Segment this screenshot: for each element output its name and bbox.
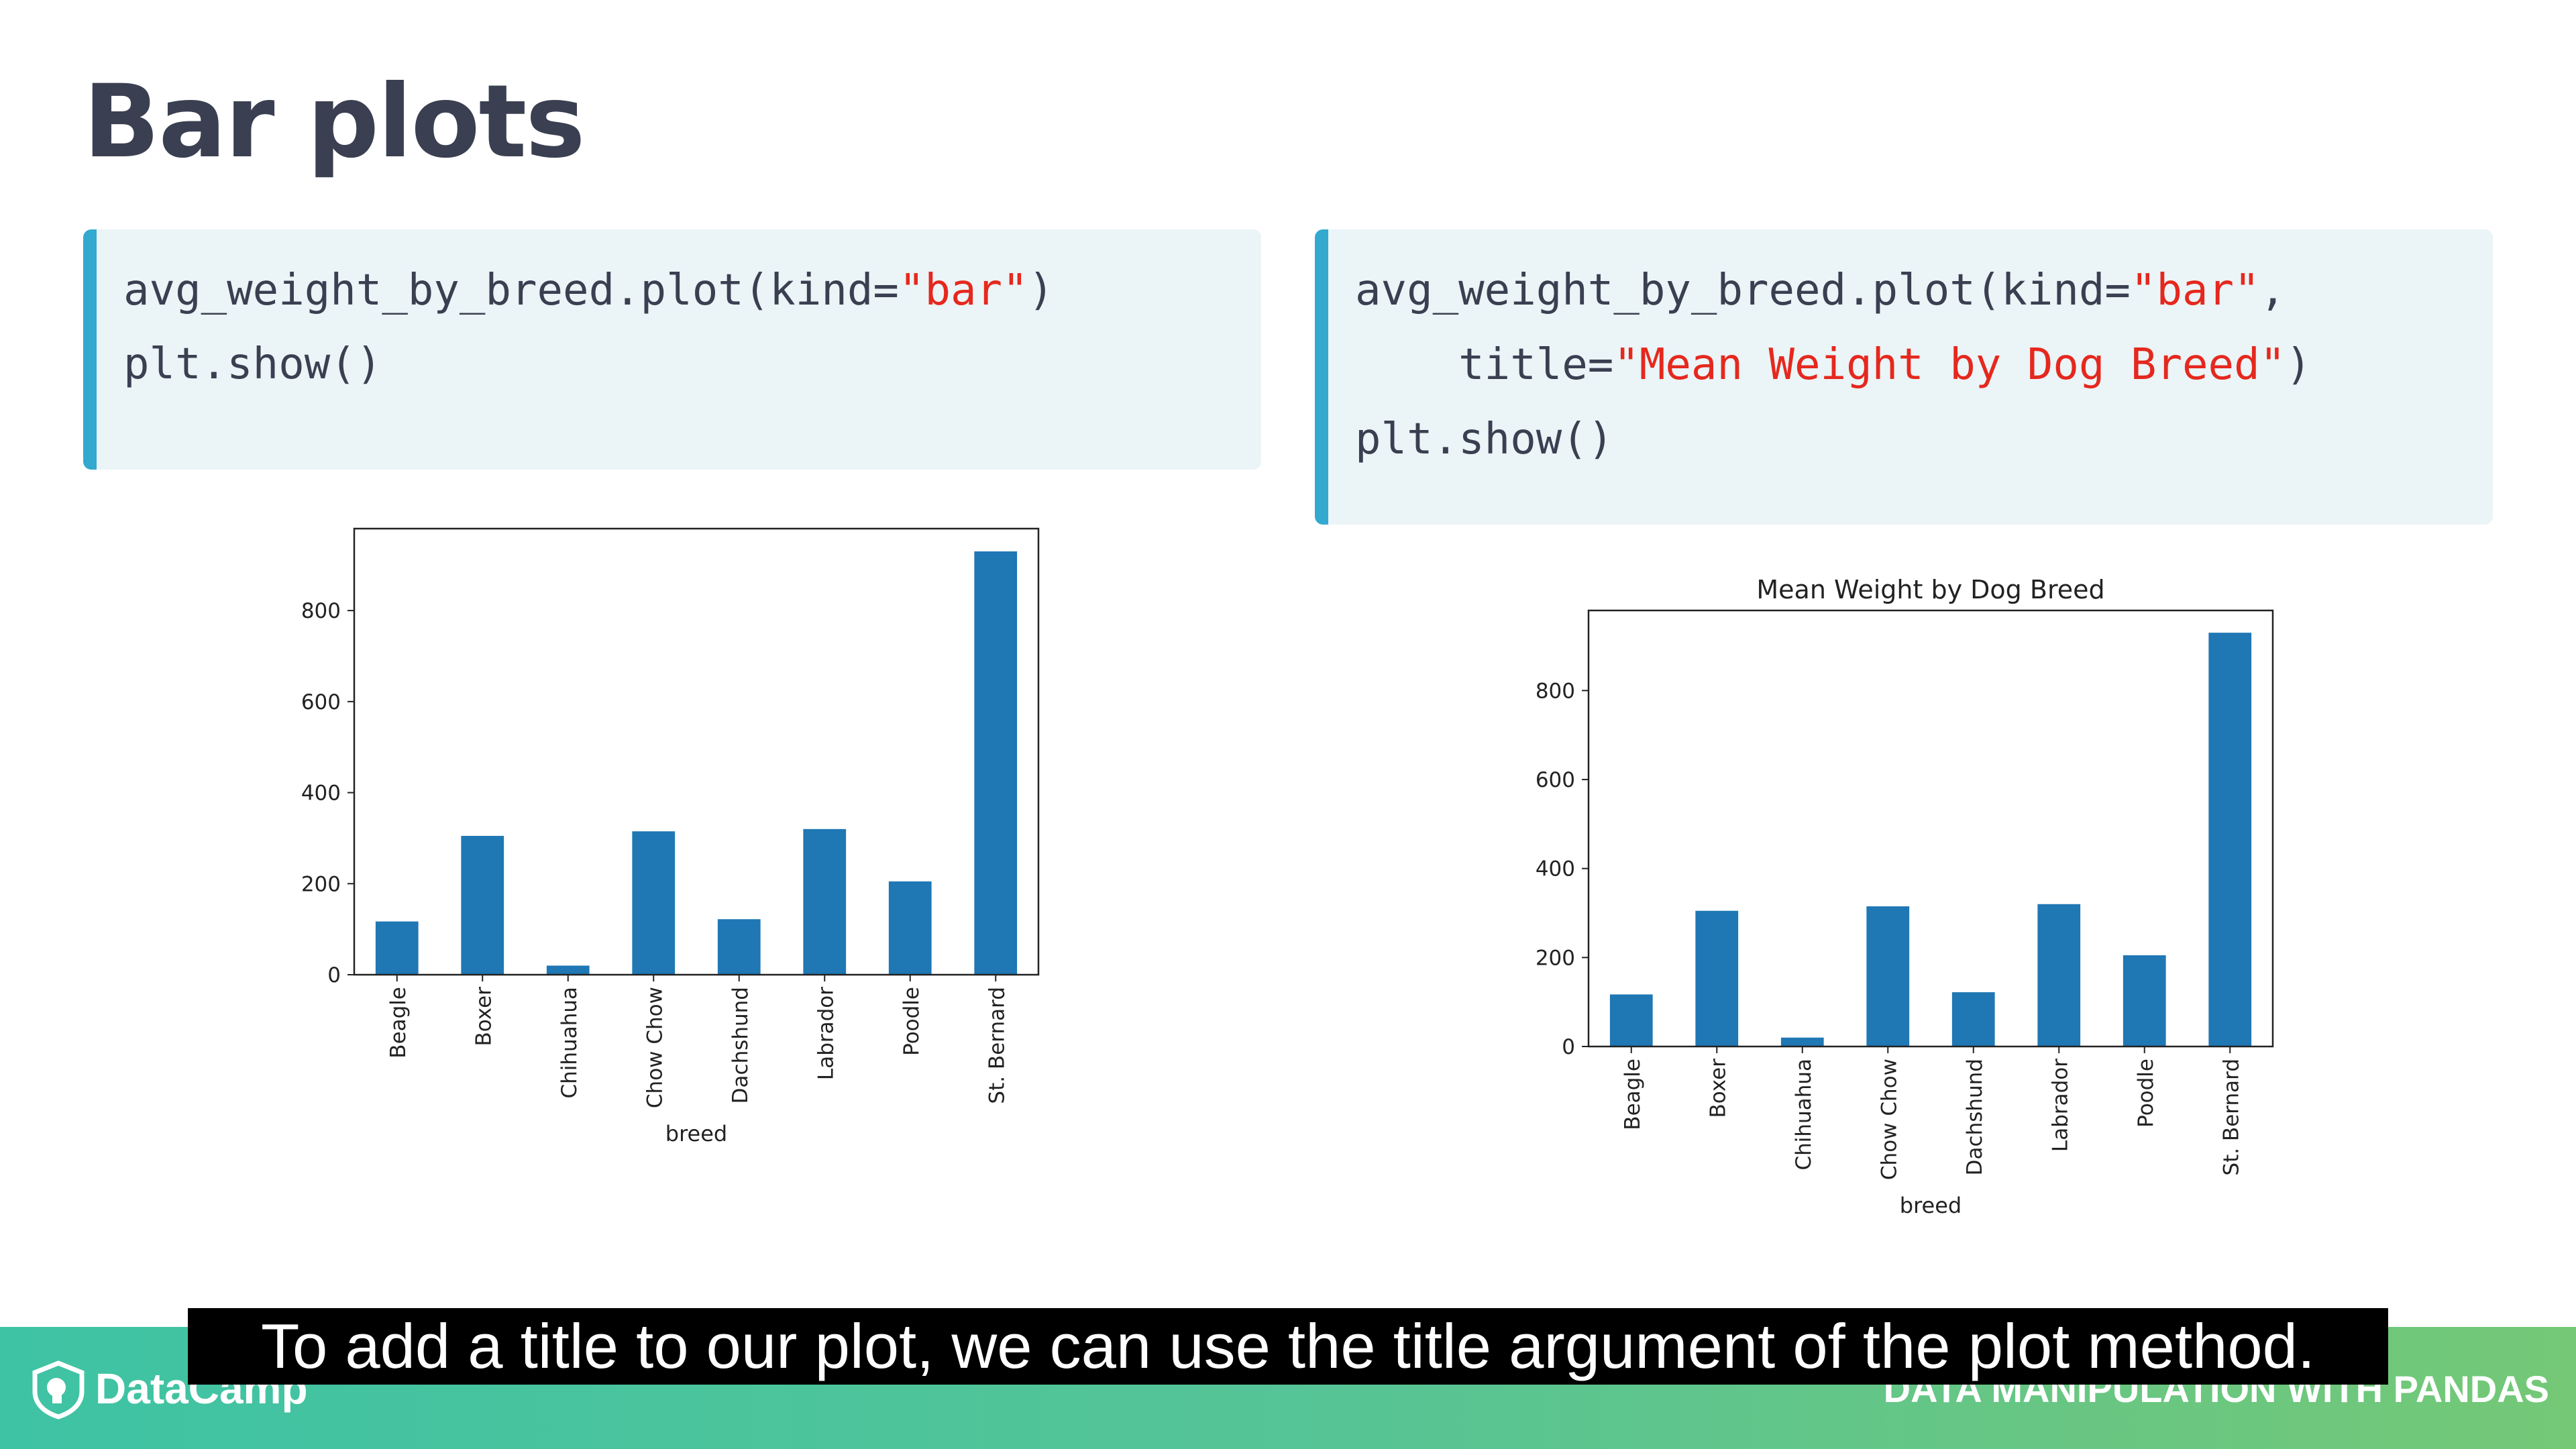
- x-tick-label: Dachshund: [1963, 1059, 1987, 1175]
- x-tick-label: Boxer: [472, 987, 496, 1046]
- code-line: avg_weight_by_breed.plot(kind="bar",: [1355, 254, 2493, 328]
- bar: [461, 836, 504, 975]
- bar: [974, 551, 1018, 975]
- x-tick-label: St. Bernard: [985, 987, 1009, 1104]
- bar: [2123, 955, 2166, 1046]
- bar: [1609, 994, 1653, 1046]
- code-line: plt.show(): [1355, 402, 2493, 477]
- bar: [2208, 633, 2252, 1046]
- x-tick-label: Boxer: [1706, 1059, 1730, 1118]
- y-tick-label: 400: [1536, 857, 1575, 881]
- x-tick-label: St. Bernard: [2219, 1059, 2243, 1176]
- y-tick-label: 800: [1536, 679, 1575, 703]
- x-tick-label: Chihuahua: [557, 987, 582, 1099]
- video-caption: To add a title to our plot, we can use t…: [188, 1308, 2388, 1385]
- bar: [1951, 992, 1995, 1046]
- y-tick-label: 0: [327, 963, 341, 987]
- code-text: title=: [1355, 340, 1614, 390]
- code-text: plt.show(): [123, 339, 382, 389]
- bar: [803, 828, 847, 975]
- x-tick-label: Chihuahua: [1792, 1059, 1816, 1171]
- y-tick-label: 600: [1536, 768, 1575, 792]
- x-tick-label: Beagle: [1621, 1059, 1645, 1130]
- code-text: ): [2286, 340, 2312, 390]
- x-tick-label: Beagle: [386, 987, 411, 1059]
- bar: [375, 921, 419, 975]
- y-tick-label: 200: [1536, 946, 1575, 970]
- y-tick-label: 800: [301, 599, 341, 623]
- x-tick-label: Dachshund: [729, 987, 753, 1104]
- y-tick-label: 0: [1562, 1035, 1575, 1059]
- bar: [888, 881, 932, 975]
- code-string: "bar": [2130, 266, 2260, 315]
- bar: [1866, 906, 1910, 1046]
- bar: [717, 919, 761, 975]
- x-tick-label: Poodle: [900, 987, 924, 1056]
- code-string: "Mean Weight by Dog Breed": [1613, 340, 2286, 390]
- slide-title: Bar plots: [83, 64, 586, 180]
- code-line: avg_weight_by_breed.plot(kind="bar"): [123, 254, 1261, 327]
- y-tick-label: 200: [301, 872, 341, 896]
- x-tick-label: Chow Chow: [1877, 1059, 1901, 1180]
- bar-chart-titled: Mean Weight by Dog Breed Beagle Boxer Chihu…: [1536, 575, 2274, 1218]
- code-text: ): [1028, 266, 1055, 315]
- bar-chart-untitled: Beagle Boxer Chihuahua Chow Chow Dachshund La…: [301, 527, 1040, 1146]
- code-string: "bar": [898, 266, 1028, 315]
- x-tick-label: Labrador: [814, 987, 838, 1080]
- x-tick-label: Chow Chow: [643, 987, 667, 1108]
- bar: [1780, 1037, 1824, 1046]
- y-tick-label: 400: [301, 782, 341, 806]
- x-tick-label: Labrador: [2048, 1059, 2072, 1152]
- bar: [2037, 904, 2081, 1046]
- code-text: ,: [2259, 266, 2286, 315]
- x-tick-label: Poodle: [2134, 1059, 2158, 1128]
- code-line: title="Mean Weight by Dog Breed"): [1355, 328, 2493, 402]
- bar: [546, 965, 590, 975]
- chart-title: Mean Weight by Dog Breed: [1756, 575, 2104, 604]
- code-line: plt.show(): [123, 327, 1261, 401]
- plot-frame: [1587, 609, 2274, 1048]
- code-text: avg_weight_by_breed.plot(kind=: [123, 266, 899, 315]
- code-text: avg_weight_by_breed.plot(kind=: [1355, 266, 2131, 315]
- code-text: plt.show(): [1355, 415, 1614, 464]
- x-axis-label: breed: [1900, 1193, 1962, 1218]
- datacamp-logo-icon: [32, 1360, 85, 1419]
- code-block-bar-plot: avg_weight_by_breed.plot(kind="bar") plt…: [83, 229, 1261, 470]
- bar: [1695, 910, 1739, 1046]
- code-block-bar-plot-with-title: avg_weight_by_breed.plot(kind="bar", tit…: [1315, 229, 2493, 525]
- plot-frame: [353, 527, 1040, 976]
- x-axis-label: breed: [665, 1121, 727, 1146]
- y-tick-label: 600: [301, 690, 341, 714]
- bar: [632, 831, 676, 975]
